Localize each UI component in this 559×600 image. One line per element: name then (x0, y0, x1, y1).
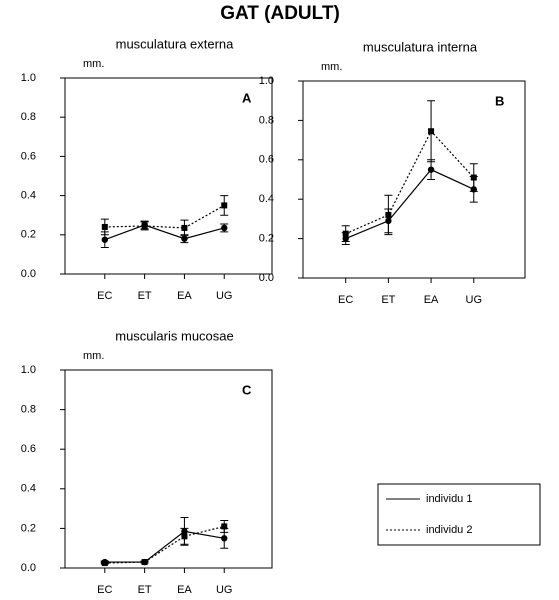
marker (428, 128, 435, 135)
x-tick-label: ET (138, 584, 152, 596)
y-tick-label: 0.6 (259, 154, 274, 166)
marker (141, 559, 148, 566)
marker (101, 236, 109, 243)
legend (377, 483, 541, 546)
marker (101, 560, 108, 567)
y-axis-label: mm. (83, 58, 104, 70)
x-tick-label: ET (138, 290, 152, 302)
series-line (104, 224, 225, 241)
y-tick-label: 0.8 (259, 114, 274, 126)
y-axis-label: mm. (321, 61, 342, 73)
y-tick-label: 0.4 (21, 190, 36, 202)
series-line (104, 204, 225, 229)
panel-label: C (242, 382, 252, 397)
x-tick-label: EC (97, 584, 112, 596)
y-tick-label: 0.8 (21, 404, 36, 416)
series-line (345, 130, 475, 235)
x-tick-label: EC (97, 290, 112, 302)
y-tick-label: 0.6 (21, 150, 36, 162)
series-line (104, 525, 225, 564)
chart-title: muscularis mucosae (115, 328, 234, 343)
y-tick-label: 0.6 (21, 443, 36, 455)
legend-label: individu 1 (426, 493, 472, 505)
marker (427, 166, 435, 173)
marker (221, 523, 228, 530)
x-tick-label: ET (381, 294, 395, 306)
x-tick-label: EC (338, 294, 353, 306)
page-title: GAT (ADULT) (220, 3, 340, 24)
marker (181, 224, 188, 231)
marker (221, 202, 228, 209)
chart-title: musculatura interna (363, 39, 478, 54)
y-tick-label: 0.4 (21, 483, 36, 495)
series-line (104, 530, 225, 563)
panel-label: B (495, 93, 504, 108)
marker (470, 174, 477, 181)
legend-label: individu 2 (426, 524, 472, 536)
y-tick-label: 0.2 (21, 522, 36, 534)
y-tick-label: 0.4 (259, 193, 274, 205)
marker (221, 535, 228, 542)
y-tick-label: 1.0 (21, 364, 36, 376)
x-tick-label: EA (177, 290, 192, 302)
y-tick-label: 0.8 (21, 111, 36, 123)
y-axis-label: mm. (83, 350, 104, 362)
marker (385, 211, 392, 218)
marker (342, 230, 349, 237)
plot-frame (64, 77, 273, 275)
marker (181, 533, 188, 540)
y-tick-label: 0.0 (259, 272, 274, 284)
marker (101, 223, 108, 230)
plot-frame (64, 369, 273, 569)
y-tick-label: 1.0 (259, 75, 274, 87)
plot-frame (302, 80, 526, 279)
y-tick-label: 0.2 (21, 229, 36, 241)
marker (181, 235, 188, 242)
y-tick-label: 0.0 (21, 562, 36, 574)
x-tick-label: EA (177, 584, 192, 596)
chart-title: musculatura externa (116, 36, 235, 51)
x-tick-label: UG (466, 294, 483, 306)
series-line (345, 168, 475, 240)
x-tick-label: UG (216, 290, 233, 302)
marker (141, 222, 148, 229)
x-tick-label: UG (216, 584, 233, 596)
y-tick-label: 0.2 (259, 233, 274, 245)
panel-label: A (242, 90, 252, 105)
legend-box (377, 483, 541, 546)
x-tick-label: EA (424, 294, 439, 306)
y-tick-label: 1.0 (21, 72, 36, 84)
marker (221, 224, 228, 232)
y-tick-label: 0.0 (21, 268, 36, 280)
